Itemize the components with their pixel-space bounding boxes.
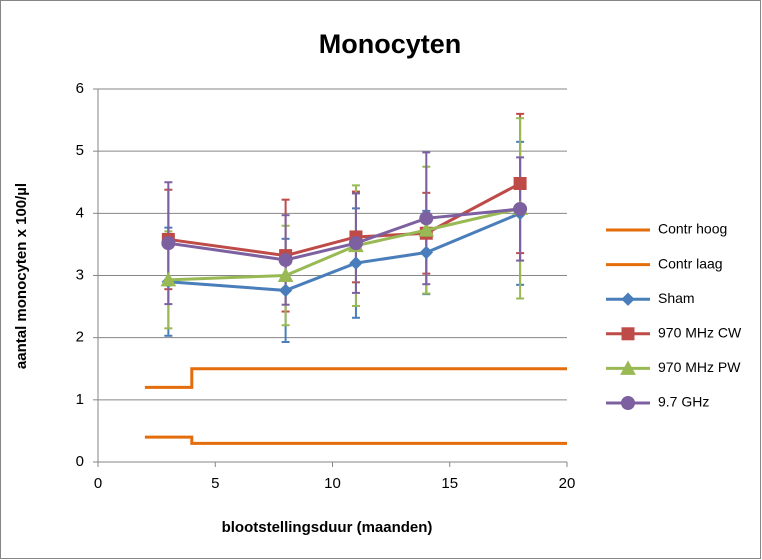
x-tick-label: 15 <box>441 475 458 492</box>
y-tick-label: 1 <box>76 391 84 408</box>
data-point <box>348 236 363 251</box>
data-point <box>513 201 528 216</box>
y-axis-label: aantal monocyten x 100/µl <box>13 183 30 369</box>
data-line <box>144 435 567 445</box>
data-point <box>419 211 434 226</box>
legend-label: Contr hoog <box>658 221 727 237</box>
legend-marker <box>621 292 635 306</box>
chart-title: Monocyten <box>319 29 462 59</box>
x-tick-label: 0 <box>94 475 102 492</box>
y-tick-label: 2 <box>76 329 84 346</box>
data-point <box>278 252 293 267</box>
x-tick-label: 5 <box>211 475 219 492</box>
data-point <box>278 283 293 298</box>
legend-marker <box>621 396 635 410</box>
data-point <box>418 222 435 237</box>
data-point <box>419 245 434 260</box>
data-point <box>277 267 294 282</box>
data-point <box>349 256 363 270</box>
y-tick-label: 6 <box>76 80 84 97</box>
y-tick-label: 5 <box>76 142 84 159</box>
x-tick-label: 10 <box>324 475 341 492</box>
x-axis-label: blootstellingsduur (maanden) <box>222 519 433 536</box>
data-point <box>160 271 177 287</box>
legend-label: 970 MHz CW <box>658 325 742 341</box>
y-tick-label: 3 <box>76 266 84 283</box>
legend-label: Contr laag <box>658 255 723 271</box>
legend-marker <box>620 360 636 375</box>
x-tick-label: 20 <box>559 475 576 492</box>
data-point <box>161 236 176 251</box>
legend-label: 970 MHz PW <box>658 359 741 375</box>
data-point <box>513 176 527 190</box>
legend-marker <box>621 327 635 341</box>
legend-label: 9.7 GHz <box>658 394 709 410</box>
legend-label: Sham <box>658 290 695 306</box>
data-line <box>144 367 567 389</box>
y-tick-label: 0 <box>76 453 84 470</box>
y-tick-label: 4 <box>76 204 84 221</box>
